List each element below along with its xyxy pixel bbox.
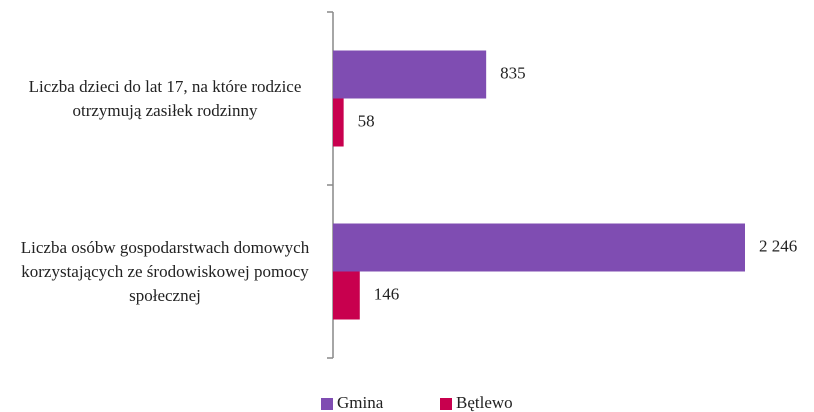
legend-swatch: [440, 398, 452, 410]
category-label: Liczba osóbw gospodarstwach domowych kor…: [20, 237, 310, 305]
value-label: 146: [374, 284, 400, 303]
legend-swatch: [321, 398, 333, 410]
value-label: 58: [358, 111, 375, 130]
value-label: 2 246: [759, 236, 797, 255]
bar: [333, 271, 360, 320]
legend-label: Gmina: [337, 393, 384, 412]
value-label: 835: [500, 63, 525, 82]
bar: [333, 50, 487, 99]
legend-label: Bętlewo: [456, 393, 513, 412]
bar: [333, 98, 344, 147]
category-label: Liczba dzieci do lat 17, na które rodzic…: [28, 76, 302, 120]
bar: [333, 223, 745, 272]
